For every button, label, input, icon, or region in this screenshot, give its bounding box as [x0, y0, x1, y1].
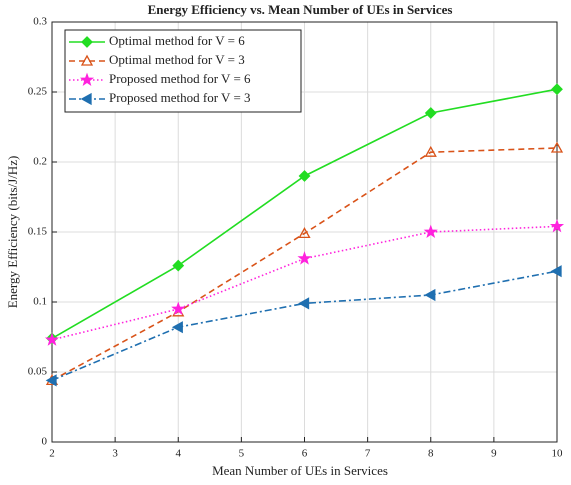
x-tick-label: 6: [302, 448, 308, 460]
data-point: [298, 297, 310, 310]
y-tick-label: 0.15: [28, 226, 48, 238]
data-point: [551, 83, 563, 96]
x-tick-label: 8: [428, 448, 434, 460]
x-tick-label: 5: [239, 448, 245, 460]
x-tick-label: 2: [49, 448, 55, 460]
data-point: [549, 218, 565, 233]
data-point: [297, 251, 312, 265]
plot-frame: [51, 21, 558, 443]
legend-marker: [81, 36, 93, 48]
legend-marker: [79, 72, 95, 87]
x-tick-label: 4: [176, 448, 182, 460]
x-tick-label: 3: [112, 448, 118, 460]
legend-marker: [80, 92, 92, 106]
series-line: [51, 225, 558, 341]
data-point: [171, 301, 186, 316]
data-point: [171, 321, 183, 334]
x-tick-label: 9: [491, 448, 497, 460]
legend-marker: [80, 54, 94, 66]
x-tick-label: 7: [365, 448, 371, 460]
y-tick-label: 0.3: [33, 16, 47, 28]
y-tick-label: 0.2: [33, 156, 47, 168]
y-tick-label: 0.1: [33, 296, 47, 308]
legend-label: Optimal method for V = 6: [109, 33, 245, 48]
data-point: [550, 141, 564, 153]
series-line: [51, 147, 558, 382]
y-axis-label: Energy Efficiency (bits/J/Hz): [5, 156, 20, 309]
data-point: [550, 265, 562, 278]
x-axis-label: Mean Number of UEs in Services: [212, 463, 388, 478]
data-point: [298, 227, 311, 239]
x-tick-label: 10: [552, 448, 564, 460]
legend-label: Proposed method for V = 6: [109, 71, 251, 86]
data-point: [424, 145, 437, 157]
y-tick-label: 0.05: [28, 366, 48, 378]
data-point: [423, 224, 438, 239]
y-tick-label: 0: [42, 436, 48, 448]
data-point: [44, 332, 60, 346]
data-point: [172, 259, 185, 272]
data-point: [298, 170, 311, 182]
data-point: [424, 288, 436, 302]
data-point: [424, 107, 437, 119]
legend-label: Optimal method for V = 3: [109, 52, 245, 67]
y-tick-label: 0.25: [28, 86, 48, 98]
chart-title: Energy Efficiency vs. Mean Number of UEs…: [148, 2, 453, 17]
legend-label: Proposed method for V = 3: [109, 90, 251, 105]
legend: Optimal method for V = 6 Optimal method f…: [64, 29, 302, 113]
data-point: [45, 374, 57, 387]
